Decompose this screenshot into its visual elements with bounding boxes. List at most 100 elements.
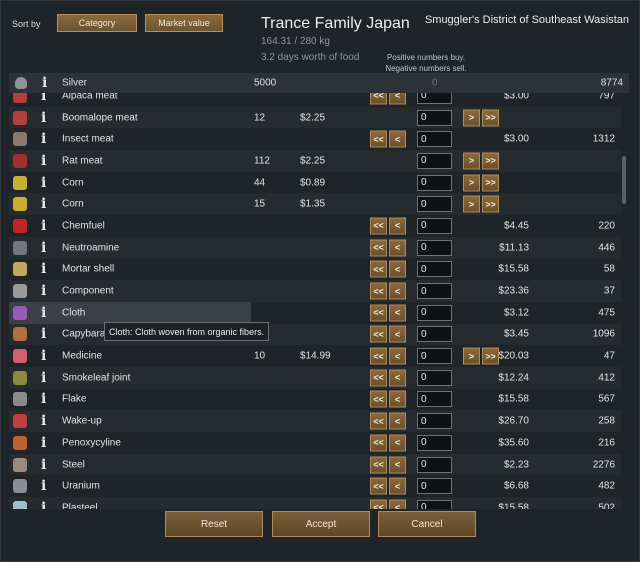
info-icon[interactable]: i xyxy=(41,348,47,365)
trade-row[interactable]: i Capybaras << <0 $3.45 1096 xyxy=(9,323,621,346)
info-icon[interactable]: i xyxy=(41,93,47,104)
sell-all-button[interactable]: << xyxy=(370,260,387,278)
info-icon[interactable]: i xyxy=(41,326,47,343)
sell-one-button[interactable]: < xyxy=(389,260,406,278)
trade-row[interactable]: i Corn 15 $1.35 0 > >> xyxy=(9,193,621,216)
info-icon[interactable]: i xyxy=(41,499,47,509)
trade-row[interactable]: i Corn 44 $0.89 0 > >> xyxy=(9,172,621,194)
buy-one-button[interactable]: > xyxy=(463,109,480,127)
trade-row[interactable]: i Boomalope meat 12 $2.25 0 > >> xyxy=(9,106,621,129)
info-icon[interactable]: i xyxy=(42,75,48,91)
buy-one-button[interactable]: > xyxy=(463,347,480,365)
trade-quantity-input[interactable]: 0 xyxy=(417,413,452,430)
trade-row[interactable]: i Alpaca meat << <0 $3.00 797 xyxy=(9,93,621,107)
sell-all-button[interactable]: << xyxy=(370,456,387,474)
sell-one-button[interactable]: < xyxy=(389,434,406,452)
sell-one-button[interactable]: < xyxy=(389,282,406,300)
trade-row[interactable]: i Wake-up << <0 $26.70 258 xyxy=(9,410,621,432)
trade-quantity-input[interactable]: 0 xyxy=(417,239,452,256)
trade-quantity-input[interactable]: 0 xyxy=(417,131,452,148)
info-icon[interactable]: i xyxy=(41,174,47,191)
sell-one-button[interactable]: < xyxy=(389,304,406,322)
buy-one-button[interactable]: > xyxy=(463,195,480,213)
trade-row[interactable]: i Chemfuel << <0 $4.45 220 xyxy=(9,215,621,237)
trade-row[interactable]: i Penoxycyline << <0 $35.60 216 xyxy=(9,432,621,454)
reset-button[interactable]: Reset xyxy=(165,511,263,537)
sell-all-button[interactable]: << xyxy=(370,130,387,148)
sell-all-button[interactable]: << xyxy=(370,217,387,235)
trade-quantity-input[interactable]: 0 xyxy=(417,109,452,126)
buy-all-button[interactable]: >> xyxy=(482,347,499,365)
sell-one-button[interactable]: < xyxy=(389,93,406,105)
sell-one-button[interactable]: < xyxy=(389,130,406,148)
scrollbar-thumb[interactable] xyxy=(622,156,626,204)
trade-row[interactable]: i Plasteel << <0 $15.58 502 xyxy=(9,497,621,509)
trade-row[interactable]: i Flake << <0 $15.58 567 xyxy=(9,389,621,411)
trade-quantity-input[interactable]: 0 xyxy=(417,434,452,451)
trade-quantity-input[interactable]: 0 xyxy=(417,93,452,104)
sell-all-button[interactable]: << xyxy=(370,239,387,257)
sort-category-button[interactable]: Category xyxy=(57,14,137,32)
info-icon[interactable]: i xyxy=(41,478,47,495)
buy-all-button[interactable]: >> xyxy=(482,174,499,192)
trade-row[interactable]: i Steel << <0 $2.23 2276 xyxy=(9,453,621,476)
trade-quantity-input[interactable]: 0 xyxy=(417,174,452,191)
info-icon[interactable]: i xyxy=(41,434,47,451)
info-icon[interactable]: i xyxy=(41,217,47,234)
trade-quantity-input[interactable]: 0 xyxy=(417,217,452,234)
info-icon[interactable]: i xyxy=(41,196,47,213)
sell-all-button[interactable]: << xyxy=(370,325,387,343)
accept-button[interactable]: Accept xyxy=(272,511,370,537)
sell-all-button[interactable]: << xyxy=(370,282,387,300)
trade-row[interactable]: i Medicine 10 $14.99 << <0 > >> $20.03 47 xyxy=(9,345,621,367)
info-icon[interactable]: i xyxy=(41,239,47,256)
trade-row[interactable]: i Uranium << <0 $6.68 482 xyxy=(9,475,621,497)
buy-one-button[interactable]: > xyxy=(463,152,480,170)
trade-list[interactable]: i Alpaca meat << <0 $3.00 797 i Boomalope meat 1… xyxy=(9,93,621,509)
sell-one-button[interactable]: < xyxy=(389,499,406,509)
trade-quantity-input[interactable]: 0 xyxy=(417,196,452,213)
sell-one-button[interactable]: < xyxy=(389,477,406,495)
sell-all-button[interactable]: << xyxy=(370,93,387,105)
sell-all-button[interactable]: << xyxy=(370,499,387,509)
buy-all-button[interactable]: >> xyxy=(482,109,499,127)
trade-quantity-input[interactable]: 0 xyxy=(417,499,452,509)
trade-row[interactable]: i Component << <0 $23.36 37 xyxy=(9,280,621,302)
buy-all-button[interactable]: >> xyxy=(482,152,499,170)
sell-all-button[interactable]: << xyxy=(370,347,387,365)
info-icon[interactable]: i xyxy=(41,304,47,321)
info-icon[interactable]: i xyxy=(41,131,47,148)
buy-all-button[interactable]: >> xyxy=(482,195,499,213)
sell-one-button[interactable]: < xyxy=(389,347,406,365)
cancel-button[interactable]: Cancel xyxy=(378,511,476,537)
sort-market-value-button[interactable]: Market value xyxy=(145,14,223,32)
trade-quantity-input[interactable]: 0 xyxy=(417,478,452,495)
trade-quantity-input[interactable]: 0 xyxy=(417,283,452,300)
trade-row[interactable]: i Rat meat 112 $2.25 0 > >> xyxy=(9,150,621,172)
info-icon[interactable]: i xyxy=(41,369,47,386)
sell-one-button[interactable]: < xyxy=(389,412,406,430)
info-icon[interactable]: i xyxy=(41,261,47,278)
sell-all-button[interactable]: << xyxy=(370,412,387,430)
sell-one-button[interactable]: < xyxy=(389,456,406,474)
sell-all-button[interactable]: << xyxy=(370,369,387,387)
trade-row[interactable]: i Insect meat << <0 $3.00 1312 xyxy=(9,128,621,150)
sell-all-button[interactable]: << xyxy=(370,477,387,495)
trade-quantity-input[interactable]: 0 xyxy=(417,304,452,321)
trade-row[interactable]: i Neutroamine << <0 $11.13 446 xyxy=(9,236,621,259)
trade-quantity-input[interactable]: 0 xyxy=(417,369,452,386)
trade-quantity-input[interactable]: 0 xyxy=(417,261,452,278)
sell-all-button[interactable]: << xyxy=(370,390,387,408)
info-icon[interactable]: i xyxy=(41,391,47,408)
info-icon[interactable]: i xyxy=(41,456,47,473)
info-icon[interactable]: i xyxy=(41,152,47,169)
info-icon[interactable]: i xyxy=(41,283,47,300)
trade-quantity-input[interactable]: 0 xyxy=(417,348,452,365)
trade-quantity-input[interactable]: 0 xyxy=(417,391,452,408)
sell-one-button[interactable]: < xyxy=(389,239,406,257)
trade-quantity-input[interactable]: 0 xyxy=(417,326,452,343)
info-icon[interactable]: i xyxy=(41,109,47,126)
buy-one-button[interactable]: > xyxy=(463,174,480,192)
trade-quantity-input[interactable]: 0 xyxy=(417,152,452,169)
trade-row[interactable]: i Smokeleaf joint << <0 $12.24 412 xyxy=(9,366,621,389)
